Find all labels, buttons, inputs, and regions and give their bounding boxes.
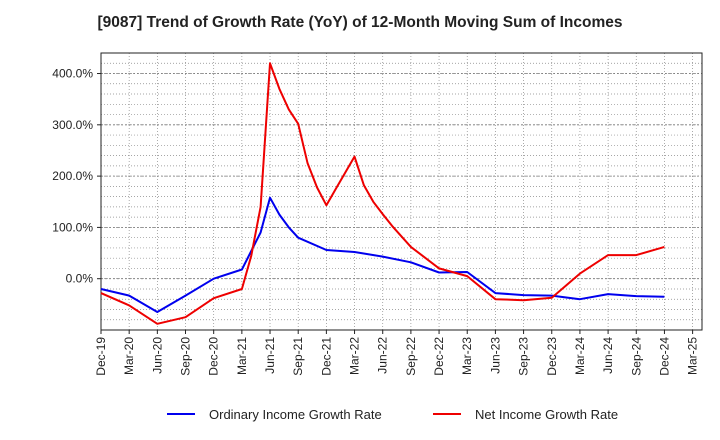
x-tick-label: Dec-20: [207, 337, 221, 376]
y-tick-label: 200.0%: [52, 169, 93, 183]
x-tick-label: Jun-20: [150, 337, 164, 374]
x-tick-label: Mar-20: [122, 337, 136, 375]
series-lines: [100, 62, 665, 325]
x-tick-label: Jun-21: [263, 337, 277, 374]
x-tick-label: Jun-24: [601, 337, 615, 374]
x-tick-label: Sep-20: [179, 337, 193, 376]
y-tick-label: 400.0%: [52, 67, 93, 81]
chart-title: [9087] Trend of Growth Rate (YoY) of 12-…: [97, 14, 623, 31]
x-tick-label: Mar-23: [460, 337, 474, 375]
y-axis-tick-labels: 0.0% 100.0% 200.0% 300.0% 400.0%: [52, 67, 101, 286]
y-tick-label: 0.0%: [66, 272, 94, 286]
x-tick-label: Jun-23: [488, 337, 502, 374]
x-axis-tick-labels: Dec-19 Mar-20 Jun-20 Sep-20 Dec-20 Mar-21 Jun-…: [94, 330, 700, 376]
grid-lines: [100, 52, 702, 330]
x-tick-label: Dec-22: [432, 337, 446, 376]
x-tick-label: Dec-24: [657, 337, 671, 376]
x-tick-label: Dec-21: [319, 337, 333, 376]
legend-label-2: Net Income Growth Rate: [475, 407, 618, 422]
x-tick-label: Mar-21: [235, 337, 249, 375]
series-line-2: [100, 62, 665, 325]
x-tick-label: Mar-25: [686, 337, 700, 375]
legend-label-1: Ordinary Income Growth Rate: [209, 407, 382, 422]
x-tick-label: Mar-22: [348, 337, 362, 375]
x-tick-label: Mar-24: [573, 337, 587, 375]
x-tick-label: Sep-22: [404, 337, 418, 376]
x-tick-label: Jun-22: [376, 337, 390, 374]
legend: Ordinary Income Growth Rate Net Income Gr…: [167, 407, 618, 422]
x-tick-label: Sep-21: [291, 337, 305, 376]
x-tick-label: Sep-23: [517, 337, 531, 376]
series-line-1: [100, 196, 665, 313]
y-tick-label: 300.0%: [52, 118, 93, 132]
x-tick-label: Dec-23: [545, 337, 559, 376]
x-tick-label: Sep-24: [629, 337, 643, 376]
x-tick-label: Dec-19: [94, 337, 108, 376]
plot-area-frame: [100, 52, 703, 331]
y-tick-label: 100.0%: [52, 220, 93, 234]
